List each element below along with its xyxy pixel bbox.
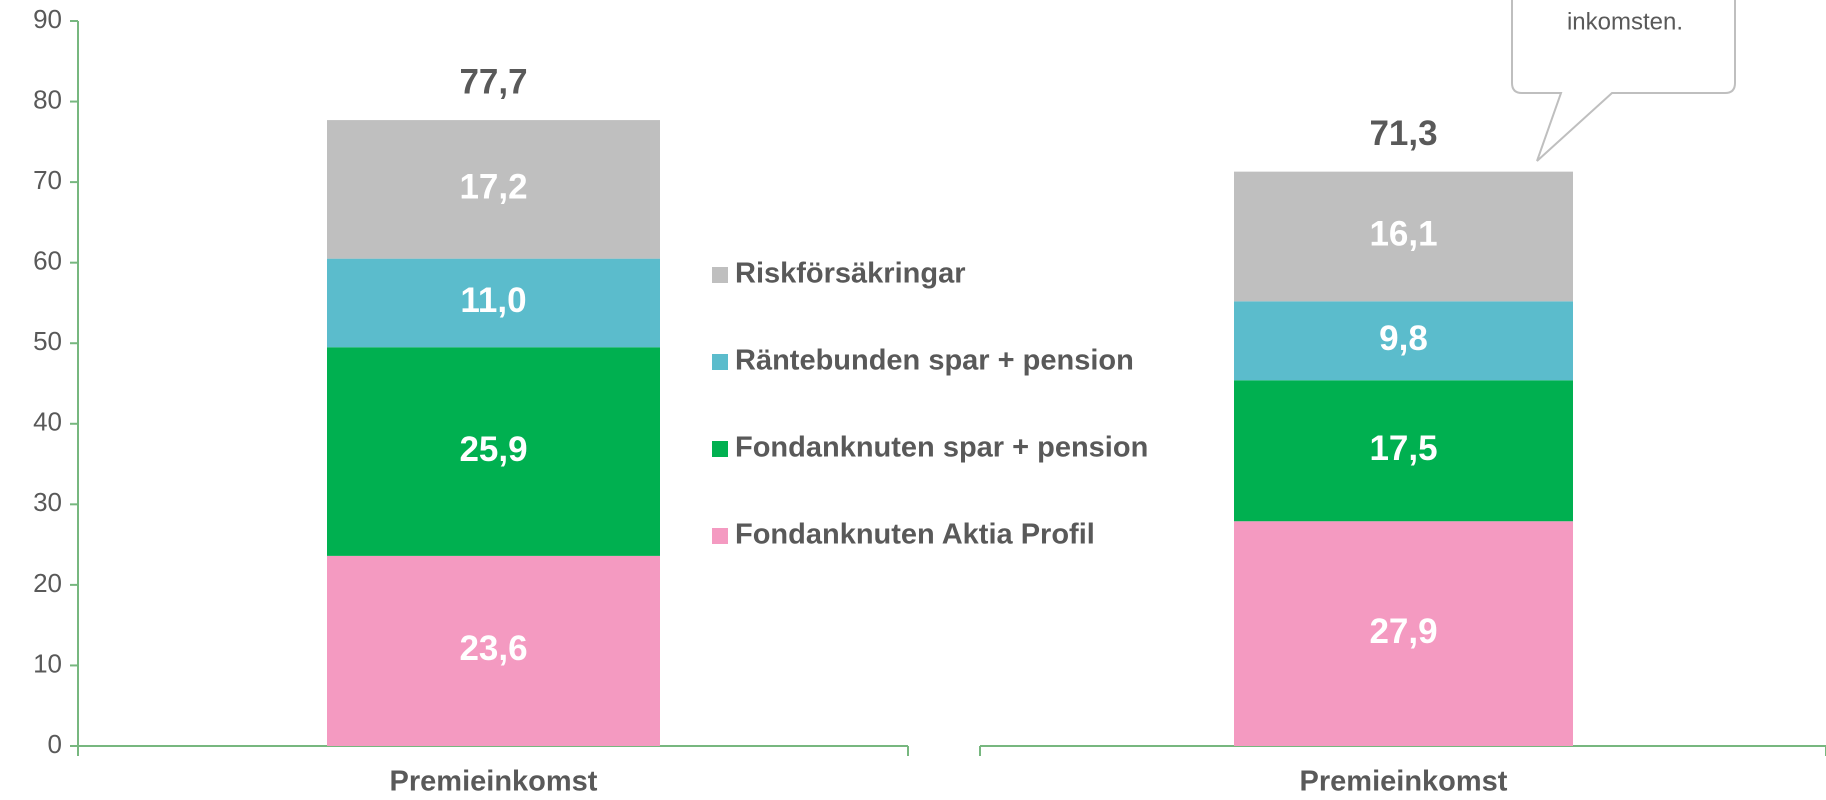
legend-swatch [712, 441, 728, 457]
legend-swatch [712, 267, 728, 283]
callout-box [1511, 0, 1736, 162]
bar-segment [1234, 521, 1573, 746]
y-tick-label: 30 [33, 487, 62, 517]
y-tick-label: 0 [48, 729, 62, 759]
x-tick-label: Premieinkomst [1300, 766, 1508, 798]
legend-label: Riskförsäkringar [735, 258, 966, 290]
value-label: 17,5 [1369, 429, 1437, 468]
value-label: 27,9 [1369, 612, 1437, 651]
value-label: 9,8 [1379, 319, 1428, 358]
legend-label: Fondanknuten Aktia Profil [735, 519, 1095, 551]
bar-segment [327, 258, 660, 348]
y-tick-label: 20 [33, 568, 62, 598]
y-tick-label: 10 [33, 648, 62, 678]
annotation: inkomsten. [1567, 8, 1683, 35]
y-tick-label: 60 [33, 246, 62, 276]
bar-segment [327, 347, 660, 556]
y-tick-label: 50 [33, 326, 62, 356]
total-label: 77,7 [459, 62, 527, 101]
y-tick-label: 70 [33, 165, 62, 195]
y-tick-label: 80 [33, 84, 62, 114]
legend-swatch [712, 528, 728, 544]
y-tick-label: 40 [33, 407, 62, 437]
value-label: 11,0 [460, 281, 526, 320]
value-label: 17,2 [459, 168, 527, 207]
value-label: 25,9 [459, 430, 527, 469]
value-label: 16,1 [1369, 215, 1437, 254]
total-label: 71,3 [1369, 114, 1437, 153]
legend-swatch [712, 354, 728, 370]
bar-segment [327, 555, 660, 746]
legend-label: Räntebunden spar + pension [735, 345, 1134, 377]
y-tick-label: 90 [33, 4, 62, 34]
bar-segment [1234, 301, 1573, 381]
value-label: 23,6 [459, 629, 527, 668]
legend-label: Fondanknuten spar + pension [735, 432, 1148, 464]
bar-segment [327, 120, 660, 259]
x-tick-label: Premieinkomst [390, 766, 598, 798]
bar-segment [1234, 171, 1573, 302]
bar-segment [1234, 380, 1573, 522]
